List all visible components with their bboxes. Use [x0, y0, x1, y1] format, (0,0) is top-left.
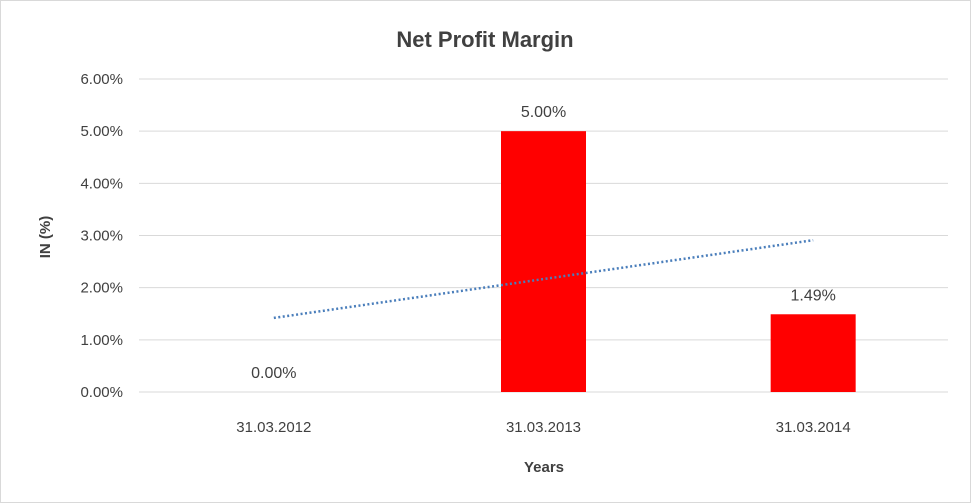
data-label: 1.49% [790, 287, 835, 304]
trendline [273, 238, 814, 320]
chart-title: Net Profit Margin [396, 27, 573, 52]
x-tick-label: 31.03.2012 [236, 419, 311, 436]
x-tick-label: 31.03.2014 [776, 419, 851, 436]
y-tick-label: 1.00% [80, 332, 123, 349]
x-axis-title: Years [524, 459, 564, 476]
trendline-layer [273, 238, 814, 320]
bar [770, 314, 856, 392]
y-tick-label: 4.00% [80, 175, 123, 192]
y-axis-ticks: 0.00% 1.00% 2.00% 3.00% 4.00% 5.00% 6.00% [80, 71, 123, 401]
x-axis-ticks: 31.03.2012 31.03.2013 31.03.2014 [236, 419, 850, 436]
y-tick-label: 3.00% [80, 228, 123, 245]
data-labels: 0.00% 5.00% 1.49% [251, 104, 836, 382]
x-tick-label: 31.03.2013 [506, 419, 581, 436]
bar [501, 131, 586, 392]
y-tick-label: 5.00% [80, 123, 123, 140]
bars [501, 131, 856, 392]
y-tick-label: 2.00% [80, 280, 123, 297]
y-tick-label: 0.00% [80, 384, 123, 401]
data-label: 5.00% [521, 104, 566, 121]
y-axis-title: IN (%) [37, 216, 54, 259]
data-label: 0.00% [251, 365, 296, 382]
y-tick-label: 6.00% [80, 71, 123, 88]
